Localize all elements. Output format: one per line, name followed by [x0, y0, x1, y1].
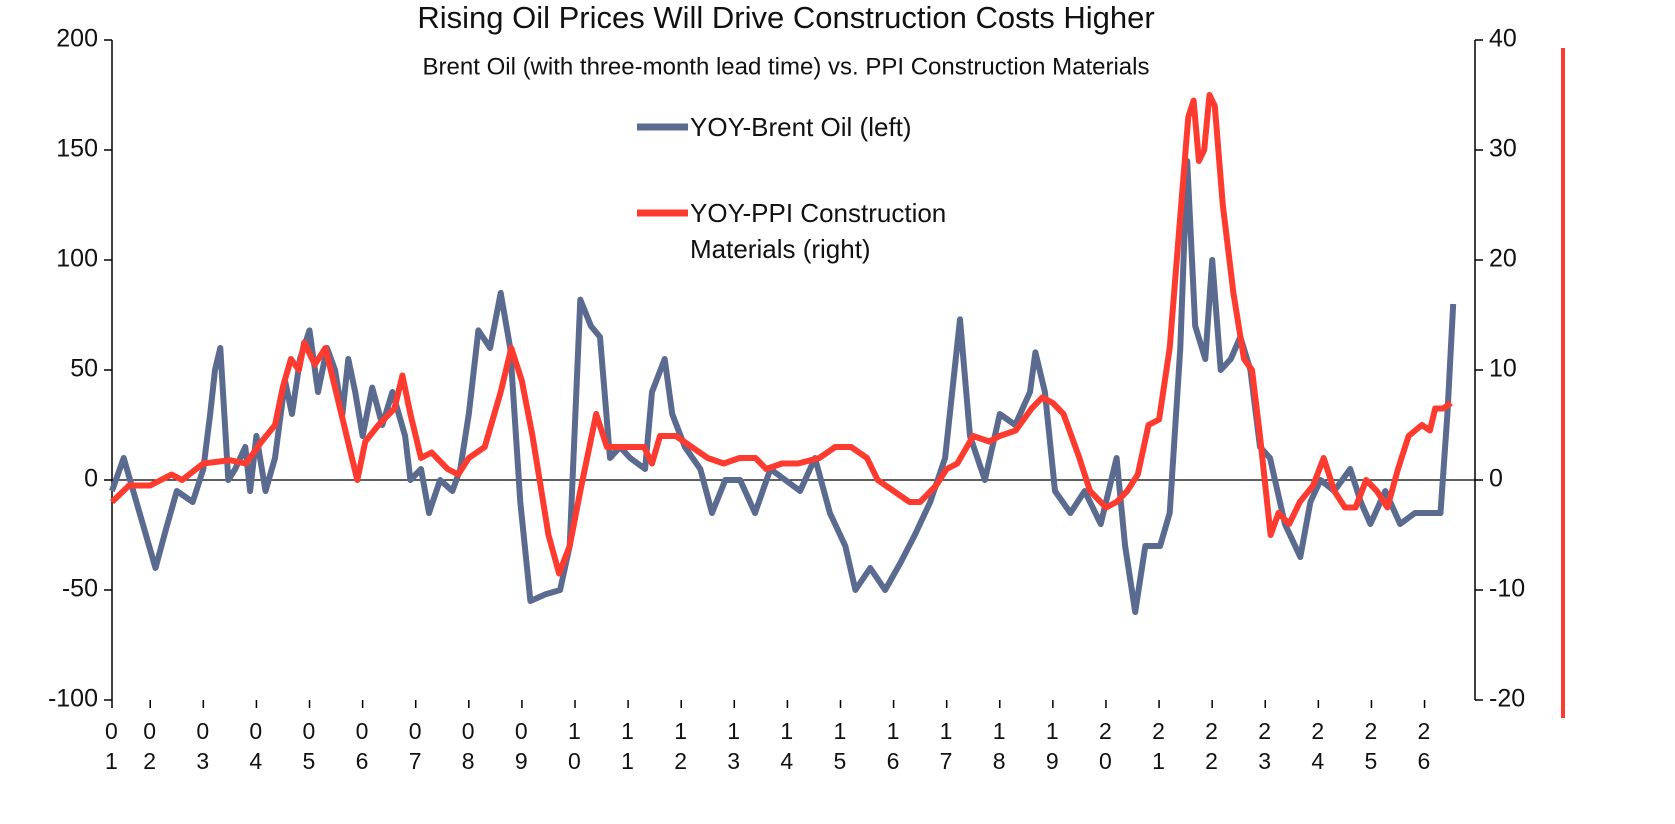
x-tick-label: 08 — [461, 718, 475, 774]
x-tick-label: 02 — [143, 718, 157, 774]
y-tick-label: -50 — [62, 575, 98, 603]
series-line — [109, 92, 1453, 577]
x-tick-label: 24 — [1311, 718, 1325, 774]
x-tick-label: 04 — [249, 718, 263, 774]
chart-subtitle: Brent Oil (with three-month lead time) v… — [423, 53, 1150, 80]
x-tick-label: 07 — [408, 718, 422, 774]
x-tick-label: 23 — [1258, 718, 1272, 774]
x-tick-label: 14 — [780, 718, 794, 774]
x-tick-label: 15 — [833, 718, 847, 774]
y2-tick-label: -10 — [1489, 575, 1525, 603]
x-tick-label: 21 — [1152, 718, 1165, 774]
y2-tick-label: 40 — [1489, 25, 1517, 53]
y-tick-label: 150 — [56, 135, 98, 163]
x-tick-label: 22 — [1205, 718, 1218, 774]
y2-tick-label: 10 — [1489, 355, 1517, 383]
y2-tick-label: 20 — [1489, 245, 1517, 273]
x-tick-label: 09 — [514, 718, 528, 774]
y-tick-label: 0 — [84, 465, 98, 493]
y-tick-label: 50 — [70, 355, 98, 383]
x-tick-label: 19 — [1045, 718, 1059, 774]
x-tick-label: 18 — [992, 718, 1006, 774]
x-tick-label: 06 — [355, 718, 369, 774]
x-tick-label: 16 — [886, 718, 900, 774]
x-tick-label: 01 — [105, 718, 118, 774]
y-tick-label: -100 — [48, 685, 98, 713]
x-tick-label: 11 — [621, 718, 634, 774]
x-tick-label: 26 — [1417, 718, 1431, 774]
x-tick-label: 17 — [939, 718, 953, 774]
x-tick-label: 10 — [568, 718, 581, 774]
x-tick-label: 20 — [1098, 718, 1112, 774]
y2-tick-label: 0 — [1489, 465, 1503, 493]
y2-tick-label: 30 — [1489, 135, 1517, 163]
x-tick-label: 12 — [674, 718, 687, 774]
y2-tick-label: -20 — [1489, 685, 1525, 713]
x-tick-label: 25 — [1364, 718, 1378, 774]
y-tick-label: 200 — [56, 25, 98, 53]
legend-label: YOY-Brent Oil (left) — [690, 112, 912, 142]
x-tick-label: 05 — [302, 718, 316, 774]
x-tick-label: 03 — [196, 718, 210, 774]
x-tick-label: 13 — [727, 718, 741, 774]
chart-title: Rising Oil Prices Will Drive Constructio… — [417, 0, 1154, 35]
legend-label: YOY-PPI Construction Materials (right) — [690, 198, 947, 264]
y-tick-label: 100 — [56, 245, 98, 273]
